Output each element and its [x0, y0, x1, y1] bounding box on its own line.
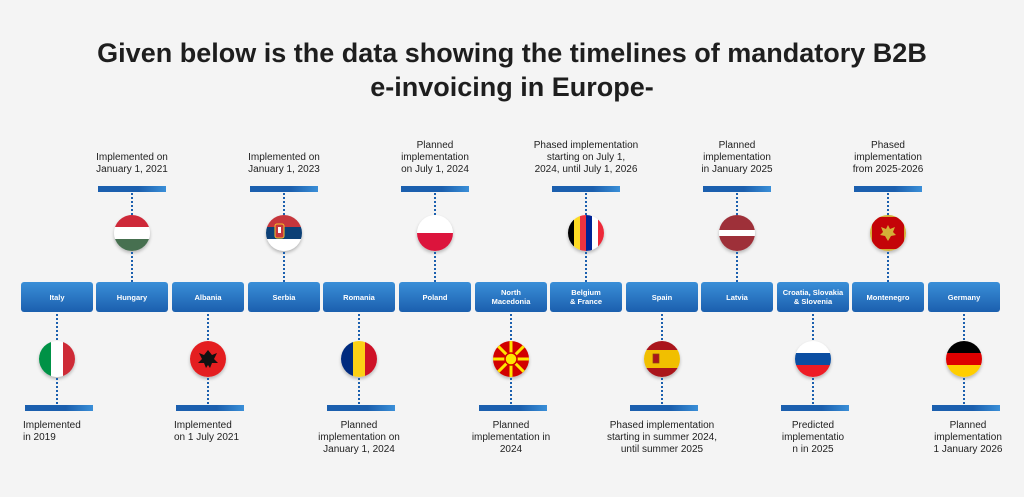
connector-line [131, 252, 133, 282]
timeline-entry: North Macedonia Planned implementation in… [472, 0, 550, 497]
milestone-note: Planned implementation 1 January 2026 [933, 420, 1003, 455]
accent-bar [401, 186, 469, 192]
connector-line [283, 252, 285, 282]
connector-line [963, 378, 965, 404]
italy-flag-icon [39, 341, 75, 377]
timeline-entry: Germany Planned implementation 1 January … [928, 0, 1002, 497]
albania-flag-icon [190, 341, 226, 377]
connector-line [434, 252, 436, 282]
connector-line [510, 378, 512, 404]
timeline-entry: Spain Phased implementation starting in s… [607, 0, 717, 497]
accent-bar [854, 186, 922, 192]
accent-bar [98, 186, 166, 192]
croatia-slovakia-slovenia-flag-icon [795, 341, 831, 377]
connector-line [358, 314, 360, 340]
milestone-note: Implemented on January 1, 2023 [248, 152, 320, 175]
country-label: Belgium & France [550, 282, 622, 312]
latvia-flag-icon [719, 215, 755, 251]
country-label: Spain [626, 282, 698, 312]
timeline-entry: Belgium & France Phased implementation st… [534, 0, 638, 497]
milestone-note: Phased implementation starting in summer… [606, 420, 718, 455]
connector-line [812, 314, 814, 340]
milestone-note: Phased implementation from 2025-2026 [852, 140, 924, 175]
connector-line [358, 378, 360, 404]
belgium-france-flag-icon [568, 215, 604, 251]
milestone-note: Predicted implementatio n in 2025 [781, 420, 845, 455]
accent-bar [479, 405, 547, 411]
connector-line [207, 378, 209, 404]
timeline-entry: Croatia, Slovakia & Slovenia Predicted im… [777, 0, 849, 497]
connector-line [131, 193, 133, 215]
page-title: Given below is the data showing the time… [97, 38, 927, 102]
timeline-entry: Romania Planned implementation on January… [318, 0, 400, 497]
timeline-entry: Poland Planned implementation on July 1, … [399, 0, 471, 497]
accent-bar [25, 405, 93, 411]
connector-line [736, 252, 738, 282]
connector-line [736, 193, 738, 215]
spain-flag-icon [644, 341, 680, 377]
milestone-note: Planned implementation in 2024 [471, 420, 551, 455]
connector-line [887, 252, 889, 282]
connector-line [887, 193, 889, 215]
accent-bar [932, 405, 1000, 411]
connector-line [963, 314, 965, 340]
timeline-entry: Italy Implemented in 2019 [21, 0, 93, 497]
timeline-entry: Montenegro Phased implementation from 202… [852, 0, 924, 497]
accent-bar [176, 405, 244, 411]
romania-flag-icon [341, 341, 377, 377]
connector-line [56, 314, 58, 340]
timeline-entry: Albania Implemented on 1 July 2021 [172, 0, 244, 497]
connector-line [585, 193, 587, 215]
country-label: Albania [172, 282, 244, 312]
accent-bar [250, 186, 318, 192]
connector-line [510, 314, 512, 340]
milestone-note: Phased implementation starting on July 1… [533, 140, 639, 175]
country-label: Romania [323, 282, 395, 312]
country-label: Latvia [701, 282, 773, 312]
connector-line [56, 378, 58, 404]
country-label: North Macedonia [475, 282, 547, 312]
milestone-note: Implemented in 2019 [23, 420, 81, 443]
milestone-note: Planned implementation on January 1, 202… [318, 420, 400, 455]
milestone-note: Planned implementation on July 1, 2024 [401, 140, 469, 175]
hungary-flag-icon [114, 215, 150, 251]
connector-line [661, 314, 663, 340]
accent-bar [703, 186, 771, 192]
timeline-entry: Serbia Implemented on January 1, 2023 [248, 0, 320, 497]
germany-flag-icon [946, 341, 982, 377]
poland-flag-icon [417, 215, 453, 251]
serbia-flag-icon [266, 215, 302, 251]
accent-bar [327, 405, 395, 411]
accent-bar [630, 405, 698, 411]
connector-line [207, 314, 209, 340]
timeline-entry: Latvia Planned implementation in January … [701, 0, 773, 497]
country-label: Hungary [96, 282, 168, 312]
connector-line [283, 193, 285, 215]
timeline-entry: Hungary Implemented on January 1, 2021 [96, 0, 168, 497]
country-label: Italy [21, 282, 93, 312]
milestone-note: Implemented on January 1, 2021 [96, 152, 168, 175]
connector-line [585, 252, 587, 282]
country-label: Croatia, Slovakia & Slovenia [777, 282, 849, 312]
milestone-note: Planned implementation in January 2025 [701, 140, 773, 175]
milestone-note: Implemented on 1 July 2021 [174, 420, 240, 443]
montenegro-flag-icon [870, 215, 906, 251]
accent-bar [781, 405, 849, 411]
north-macedonia-flag-icon [493, 341, 529, 377]
connector-line [812, 378, 814, 404]
country-label: Serbia [248, 282, 320, 312]
country-label: Poland [399, 282, 471, 312]
accent-bar [552, 186, 620, 192]
connector-line [661, 378, 663, 404]
connector-line [434, 193, 436, 215]
country-label: Germany [928, 282, 1000, 312]
country-label: Montenegro [852, 282, 924, 312]
